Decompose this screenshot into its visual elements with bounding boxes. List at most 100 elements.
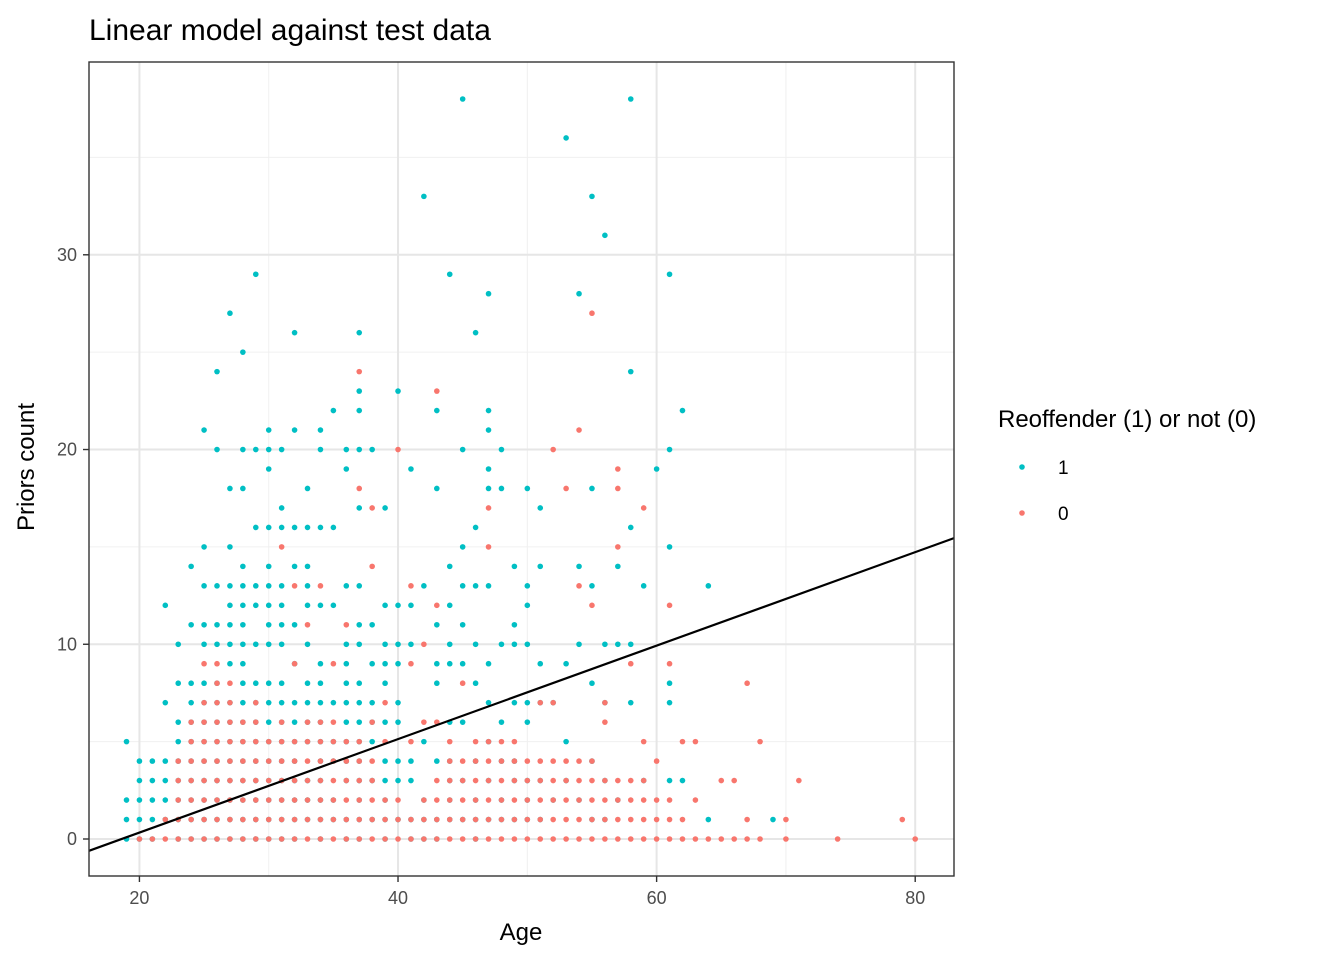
- data-point-series-1: [291, 427, 298, 433]
- data-point-series-0: [459, 758, 466, 764]
- data-point-series-1: [615, 641, 621, 648]
- data-point-series-0: [640, 797, 647, 803]
- data-point-series-0: [149, 836, 156, 842]
- data-point-series-0: [291, 583, 298, 589]
- data-point-series-1: [175, 641, 182, 648]
- data-point-series-0: [175, 836, 182, 842]
- data-point-series-0: [602, 797, 608, 803]
- data-point-series-0: [408, 816, 414, 823]
- data-point-series-0: [278, 816, 285, 823]
- data-point-series-1: [278, 602, 285, 609]
- data-point-series-1: [395, 388, 401, 394]
- data-point-series-1: [227, 544, 233, 550]
- data-point-series-0: [899, 816, 906, 823]
- data-point-series-0: [214, 719, 220, 725]
- data-point-series-0: [162, 836, 169, 842]
- data-point-series-1: [304, 583, 311, 589]
- data-point-series-0: [175, 758, 182, 764]
- data-point-series-0: [498, 836, 505, 842]
- data-point-series-0: [227, 699, 233, 706]
- data-point-series-1: [524, 641, 531, 648]
- data-point-series-1: [459, 719, 466, 725]
- data-point-series-0: [459, 836, 466, 842]
- data-point-series-1: [149, 797, 156, 803]
- data-point-series-0: [485, 816, 492, 823]
- data-point-series-1: [395, 641, 401, 648]
- regression-line: [88, 537, 955, 852]
- data-point-series-1: [175, 738, 182, 745]
- data-point-series-1: [356, 505, 363, 511]
- data-point-series-1: [330, 524, 337, 531]
- data-point-series-1: [459, 621, 466, 628]
- data-point-series-1: [214, 583, 220, 589]
- data-point-series-0: [356, 797, 363, 803]
- data-point-series-0: [278, 544, 285, 550]
- data-point-series-1: [511, 563, 518, 570]
- data-point-series-0: [227, 777, 233, 784]
- data-point-series-0: [395, 797, 401, 803]
- data-point-series-0: [382, 836, 388, 842]
- data-point-series-0: [291, 660, 298, 667]
- data-point-series-0: [472, 758, 479, 764]
- data-point-series-1: [252, 524, 259, 531]
- data-point-series-1: [214, 621, 220, 628]
- data-point-series-1: [524, 719, 531, 725]
- data-point-series-1: [265, 641, 272, 648]
- data-point-series-1: [446, 271, 453, 278]
- data-point-series-1: [524, 699, 531, 706]
- data-point-series-1: [459, 544, 466, 550]
- data-point-series-0: [227, 758, 233, 764]
- data-point-series-0: [201, 777, 207, 784]
- data-point-series-0: [188, 738, 194, 745]
- data-point-series-1: [524, 602, 531, 609]
- data-point-series-1: [537, 563, 544, 570]
- data-point-series-1: [291, 699, 298, 706]
- data-point-series-1: [356, 680, 363, 687]
- data-point-series-0: [434, 777, 440, 784]
- data-point-series-0: [227, 680, 233, 687]
- data-point-series-1: [304, 641, 311, 648]
- data-point-series-0: [304, 621, 311, 628]
- data-point-series-0: [369, 563, 375, 570]
- data-point-series-0: [550, 446, 556, 453]
- data-point-series-0: [317, 816, 324, 823]
- data-point-series-1: [485, 699, 492, 706]
- data-point-series-1: [356, 407, 363, 414]
- data-point-series-1: [265, 602, 272, 609]
- data-point-series-1: [395, 660, 401, 667]
- data-point-series-1: [136, 758, 143, 764]
- data-point-series-0: [201, 660, 207, 667]
- data-point-series-0: [188, 836, 194, 842]
- data-point-series-1: [201, 583, 207, 589]
- data-point-series-0: [679, 816, 686, 823]
- data-point-series-0: [227, 836, 233, 842]
- data-point-series-1: [252, 271, 259, 278]
- data-point-series-1: [317, 524, 324, 531]
- data-point-series-0: [563, 816, 569, 823]
- data-point-series-0: [537, 758, 544, 764]
- data-point-series-1: [240, 641, 246, 648]
- data-point-series-1: [330, 407, 337, 414]
- data-point-series-0: [252, 758, 259, 764]
- data-point-series-0: [472, 836, 479, 842]
- data-point-series-0: [421, 797, 427, 803]
- data-point-series-1: [563, 135, 569, 141]
- data-point-series-0: [356, 816, 363, 823]
- data-point-series-1: [201, 680, 207, 687]
- data-point-series-0: [188, 777, 194, 784]
- data-point-series-1: [459, 446, 466, 453]
- data-point-series-0: [640, 816, 647, 823]
- data-point-series-1: [589, 485, 595, 492]
- data-point-series-0: [744, 836, 750, 842]
- data-point-series-0: [692, 797, 699, 803]
- data-point-series-0: [240, 738, 246, 745]
- data-point-series-1: [291, 563, 298, 570]
- data-point-series-0: [369, 758, 375, 764]
- data-point-series-1: [446, 641, 453, 648]
- data-point-series-1: [382, 777, 388, 784]
- data-point-series-0: [589, 310, 595, 317]
- data-point-series-0: [472, 797, 479, 803]
- data-point-series-1: [408, 466, 414, 472]
- data-point-series-0: [576, 583, 582, 589]
